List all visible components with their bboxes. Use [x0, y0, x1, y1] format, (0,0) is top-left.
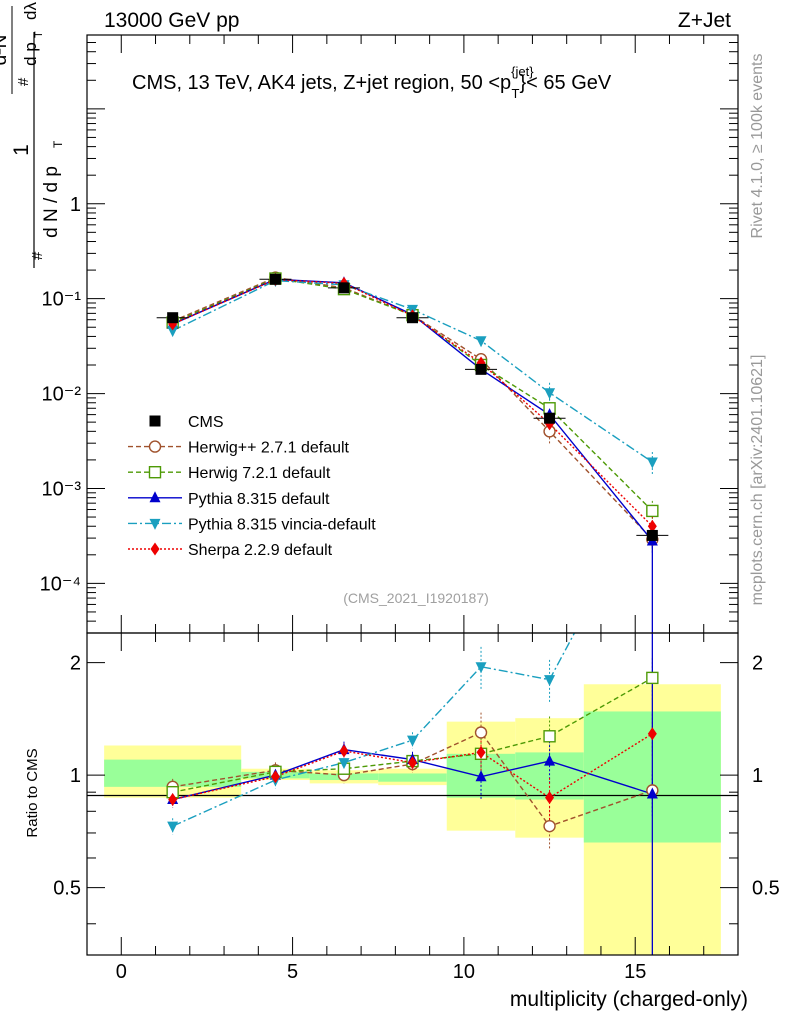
ratio-point-herwigpp [543, 819, 556, 833]
ratio-point-vincia [407, 735, 418, 747]
ratio-point-sherpa [408, 756, 417, 770]
legend-marker-sherpa [150, 542, 160, 556]
ratio-y-tick-labels: 0.5 0.5 1 1 2 2 [53, 653, 780, 900]
main-point-cms [269, 273, 281, 285]
main-point-vincia [475, 336, 487, 348]
ratio-point-sherpa [647, 727, 657, 741]
main-plot-frame [86, 34, 739, 634]
main-point-herwig7 [646, 504, 659, 518]
main-y-tick-label: 10⁻¹ [42, 289, 82, 311]
ratio-point-vincia [647, 483, 658, 494]
main-point-sherpa [647, 519, 657, 533]
main-point-cms [167, 312, 179, 324]
legend-label-pythia: Pythia 8.315 default [188, 491, 330, 508]
main-title-text: CMS, 13 TeV, AK4 jets, Z+jet region, 50 … [132, 72, 511, 94]
ratio-point-herwig7 [646, 671, 659, 685]
ratio-point-sherpa [168, 793, 178, 807]
rivet-label: Rivet 4.1.0, ≥ 100k events [749, 54, 766, 239]
svg-text:T: T [51, 140, 65, 148]
ratio-y-tick-label: 0.5 [53, 878, 81, 900]
x-tick-label: 0 [116, 961, 127, 983]
svg-text:T: T [33, 31, 45, 38]
ratio-axis-ticks [86, 633, 739, 955]
x-tick-labels: 0 5 10 15 [116, 961, 647, 983]
ratio-point-sherpa [545, 791, 555, 805]
ratio-y-tick-label-right: 1 [752, 765, 763, 787]
main-y-tick-label: 10⁻² [42, 384, 82, 406]
main-point-cms [407, 312, 418, 324]
x-axis-label: multiplicity (charged-only) [510, 988, 748, 1011]
legend-marker-herwig7 [148, 466, 162, 479]
ratio-y-tick-label: 1 [70, 765, 81, 787]
legend-marker-herwigpp [148, 440, 162, 453]
mcplots-label: mcplots.cern.ch [arXiv:2401.10621] [749, 355, 766, 606]
main-point-cms [646, 529, 658, 541]
main-point-vincia [544, 388, 556, 400]
svg-text:#: # [29, 251, 46, 260]
legend-label-herwigpp: Herwig++ 2.7.1 default [188, 440, 350, 457]
main-y-tick-label: 1 [70, 194, 81, 216]
legend-marker-vincia [149, 518, 161, 530]
ratio-series-lines [172, 633, 653, 955]
watermark: (CMS_2021_I1920187) [343, 590, 489, 606]
main-point-vincia [646, 457, 658, 469]
legend-label-herwig7: Herwig 7.2.1 default [188, 465, 331, 482]
main-point-vincia [167, 326, 179, 338]
main-y-tick-labels: 10⁻⁴ 10⁻³ 10⁻² 10⁻¹ 1 [40, 194, 82, 596]
main-y-axis-label: 1 d N / d p T # # d²N d p T dλ [0, 2, 65, 268]
main-point-cms [544, 412, 556, 424]
ratio-point-vincia [167, 821, 179, 833]
ratio-point-herwigpp [474, 726, 488, 739]
ratio-point-herwig7 [543, 730, 556, 743]
main-y-tick-label: 10⁻³ [42, 478, 82, 500]
svg-text:d²N: d²N [0, 35, 11, 66]
legend-label-vincia: Pythia 8.315 vincia-default [188, 516, 376, 533]
main-series-markers [166, 271, 659, 546]
ratio-series-markers [166, 483, 659, 833]
header-right: Z+Jet [678, 9, 731, 32]
svg-text:dλ: dλ [21, 2, 40, 20]
ratio-uncertainty-bands [104, 684, 721, 955]
ratio-y-axis-label: Ratio to CMS [24, 748, 41, 837]
main-title: CMS, 13 TeV, AK4 jets, Z+jet region, 50 … [132, 64, 612, 101]
svg-text:d N / d p: d N / d p [41, 166, 62, 238]
legend-label-cms: CMS [188, 414, 224, 431]
ratio-point-vincia [475, 662, 487, 674]
x-tick-label: 10 [453, 961, 475, 983]
legend-marker-pythia [149, 491, 161, 503]
ratio-point-sherpa [339, 744, 349, 758]
ratio-point-pythia [544, 754, 556, 766]
ratio-point-sherpa [270, 770, 280, 784]
ratio-point-pythia [646, 787, 658, 799]
ratio-y-tick-label-right: 2 [752, 653, 763, 675]
x-tick-label: 15 [624, 961, 646, 983]
ratio-point-vincia [544, 675, 556, 687]
main-point-cms [338, 282, 350, 294]
main-axis-ticks [86, 34, 739, 634]
svg-text:d p: d p [21, 42, 40, 66]
ratio-band-inner [378, 773, 447, 782]
ratio-y-tick-label: 2 [70, 653, 81, 675]
header-left: 13000 GeV pp [104, 9, 239, 32]
ratio-y-tick-label-right: 0.5 [752, 878, 780, 900]
legend: CMS Herwig++ 2.7.1 default Herwig 7.2.1 de… [128, 414, 376, 559]
main-point-cms [475, 363, 487, 375]
x-tick-label: 5 [287, 961, 298, 983]
legend-label-sherpa: Sherpa 2.2.9 default [188, 542, 333, 559]
ratio-plot-frame [86, 632, 739, 956]
ratio-point-sherpa [476, 745, 486, 759]
ratio-point-vincia [338, 758, 350, 770]
legend-marker-cms [149, 415, 161, 427]
main-y-tick-label: 10⁻⁴ [40, 573, 81, 595]
svg-text:#: # [15, 77, 32, 86]
ratio-point-pythia [475, 770, 487, 782]
svg-text:1: 1 [10, 144, 33, 156]
